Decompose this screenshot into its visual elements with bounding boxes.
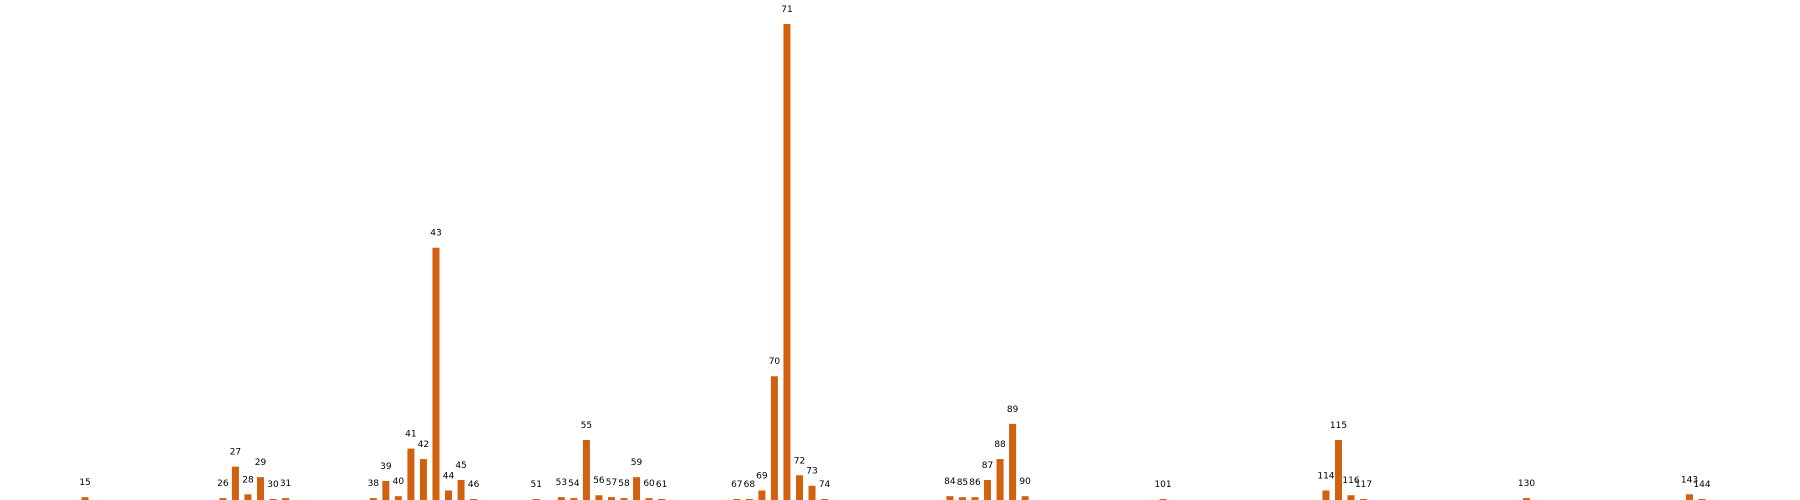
- bar-label-26: 26: [217, 479, 229, 489]
- bar-label-38: 38: [368, 479, 380, 489]
- bar-88: [996, 459, 1004, 500]
- bar-label-116: 116: [1342, 476, 1359, 486]
- bars-group: [81, 24, 1706, 500]
- bar-42: [419, 459, 427, 500]
- bar-label-71: 71: [781, 5, 792, 15]
- bar-label-87: 87: [982, 461, 993, 471]
- bar-41: [407, 448, 415, 500]
- bar-label-55: 55: [581, 421, 592, 431]
- bar-label-86: 86: [969, 478, 981, 488]
- bar-116: [1347, 495, 1355, 500]
- bar-72: [795, 475, 803, 500]
- bar-31: [282, 498, 290, 500]
- bar-label-73: 73: [806, 467, 817, 477]
- bar-85: [958, 497, 966, 500]
- bar-label-57: 57: [606, 478, 617, 488]
- bar-39: [382, 480, 390, 500]
- bar-143: [1685, 494, 1693, 500]
- bar-label-85: 85: [957, 478, 968, 488]
- bar-label-29: 29: [255, 458, 267, 468]
- bar-label-56: 56: [593, 476, 605, 486]
- bar-59: [633, 477, 641, 500]
- bar-115: [1334, 440, 1342, 500]
- bar-label-84: 84: [944, 477, 956, 487]
- bar-38: [369, 498, 377, 500]
- bar-label-39: 39: [380, 462, 392, 472]
- bar-89: [1009, 423, 1017, 500]
- bar-label-58: 58: [618, 479, 630, 489]
- bar-73: [808, 485, 816, 500]
- bar-label-30: 30: [267, 480, 279, 490]
- bar-label-117: 117: [1355, 480, 1372, 490]
- bar-70: [770, 376, 778, 500]
- bar-label-144: 144: [1693, 480, 1710, 490]
- bar-44: [445, 490, 453, 500]
- bar-86: [971, 497, 979, 500]
- bar-label-43: 43: [430, 229, 441, 239]
- bar-87: [984, 480, 992, 500]
- bar-56: [595, 495, 603, 500]
- bar-label-46: 46: [468, 480, 480, 490]
- bar-15: [81, 497, 89, 500]
- bar-54: [570, 498, 578, 500]
- bar-57: [607, 497, 615, 500]
- bar-label-74: 74: [819, 480, 831, 490]
- bar-114: [1322, 490, 1330, 500]
- bar-58: [620, 498, 628, 500]
- bar-29: [256, 477, 264, 500]
- bar-43: [432, 247, 440, 500]
- bar-45: [457, 480, 465, 500]
- bar-label-15: 15: [79, 478, 90, 488]
- bar-label-130: 130: [1518, 479, 1535, 489]
- bar-130: [1523, 498, 1531, 500]
- bar-label-42: 42: [418, 440, 429, 450]
- bar-label-114: 114: [1317, 471, 1334, 481]
- bar-60: [645, 498, 653, 500]
- bar-label-51: 51: [531, 480, 542, 490]
- bar-label-68: 68: [744, 480, 756, 490]
- bar-69: [758, 490, 766, 500]
- bar-26: [219, 498, 227, 500]
- bar-71: [783, 24, 791, 500]
- bar-label-61: 61: [656, 480, 667, 490]
- bar-label-89: 89: [1007, 405, 1019, 415]
- bar-label-60: 60: [643, 479, 655, 489]
- bar-28: [244, 494, 252, 500]
- bar-label-69: 69: [756, 471, 768, 481]
- bar-84: [946, 496, 954, 500]
- bar-label-72: 72: [794, 456, 805, 466]
- bar-90: [1021, 496, 1029, 500]
- bar-label-54: 54: [568, 479, 580, 489]
- bar-label-31: 31: [280, 479, 291, 489]
- bar-label-27: 27: [230, 448, 241, 458]
- bar-label-53: 53: [556, 478, 567, 488]
- bar-label-45: 45: [455, 461, 466, 471]
- bar-53: [557, 497, 565, 500]
- bar-55: [582, 440, 590, 500]
- bar-label-44: 44: [443, 471, 455, 481]
- bar-label-143: 143: [1681, 475, 1698, 485]
- bar-label-59: 59: [631, 458, 643, 468]
- bar-label-41: 41: [405, 430, 416, 440]
- bar-label-115: 115: [1330, 421, 1347, 431]
- bar-27: [231, 466, 239, 500]
- bar-label-70: 70: [769, 357, 781, 367]
- bar-40: [394, 496, 402, 500]
- bar-label-40: 40: [393, 477, 405, 487]
- bar-label-28: 28: [242, 475, 254, 485]
- bar-label-90: 90: [1019, 477, 1031, 487]
- bar-label-101: 101: [1154, 480, 1171, 490]
- bar-label-88: 88: [994, 440, 1006, 450]
- bar-label-67: 67: [731, 480, 742, 490]
